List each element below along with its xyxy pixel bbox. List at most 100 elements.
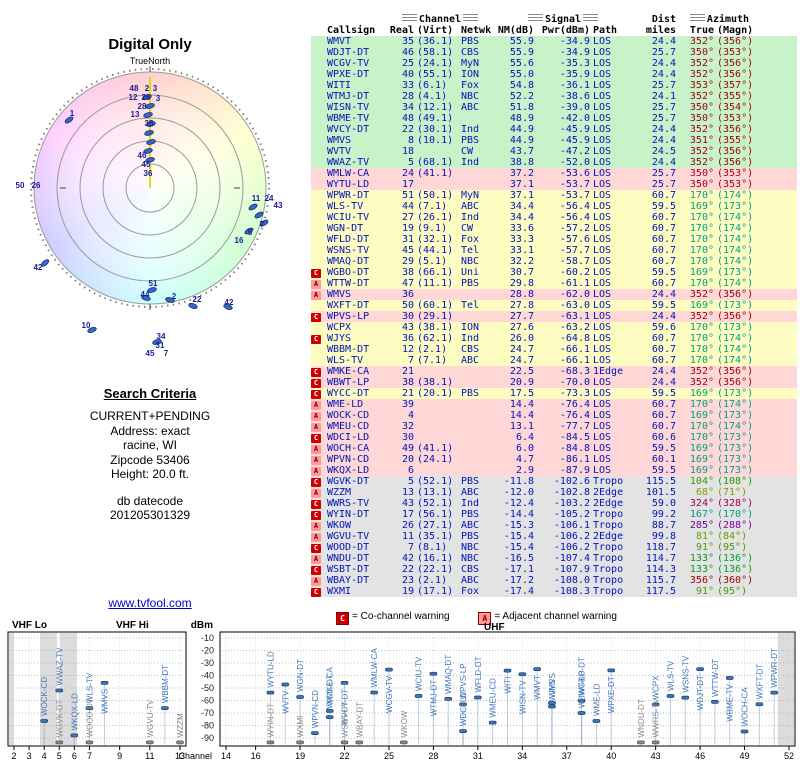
signal-level-marker: [311, 731, 319, 735]
azimuth-true: 170°: [689, 421, 714, 432]
noise-margin: 27.8: [509, 300, 534, 311]
tvfool-link[interactable]: www.tvfool.com: [108, 596, 192, 610]
callsign-link[interactable]: WXMI: [327, 586, 352, 597]
callsign-link[interactable]: WXFT-DT: [327, 300, 370, 311]
callsign-link[interactable]: WMVS: [327, 135, 352, 146]
callsign-link[interactable]: WMVT: [327, 36, 352, 47]
callsign-link[interactable]: WISN-TV: [327, 102, 370, 113]
callsign-link[interactable]: WMAQ-DT: [327, 256, 370, 267]
callsign-link[interactable]: WCPX: [327, 322, 352, 333]
dbm-tick-label: -90: [201, 733, 214, 743]
power-dbm: -63.1: [559, 311, 590, 322]
callsign-link[interactable]: WME-LD: [327, 399, 364, 410]
callsign-link[interactable]: WOCH-CA: [327, 443, 370, 454]
callsign-link[interactable]: WPXE-DT: [327, 69, 370, 80]
callsign-link[interactable]: WOOD-DT: [327, 542, 370, 553]
callsign-link[interactable]: WZZM: [327, 487, 352, 498]
callsign-link[interactable]: WTTW-DT: [327, 278, 370, 289]
real-channel: 21: [401, 366, 414, 377]
channel-number-label: 31: [156, 341, 165, 350]
table-row: A WMEU-CD 32 13.1 -77.7 LOS 60.7 170° (174°): [311, 421, 797, 432]
callsign-link[interactable]: WSNS-TV: [327, 245, 370, 256]
noise-margin: -17.1: [503, 564, 534, 575]
azimuth-magnetic: (356°): [717, 124, 754, 135]
distance-miles: 59.0: [651, 498, 676, 509]
table-row: A WNDU-DT 42 (16.1) NBC -16.5 -107.4 Tropo 114.7…: [311, 553, 797, 564]
station-callsign-label: WMVS: [548, 673, 557, 698]
station-callsign-label: WCPX: [652, 675, 661, 700]
callsign-link[interactable]: WBAY-DT: [327, 575, 370, 586]
callsign-link[interactable]: WDJT-DT: [327, 47, 370, 58]
callsign-link[interactable]: WWAZ-TV: [327, 157, 370, 168]
callsign-link[interactable]: WNDU-DT: [327, 553, 370, 564]
signal-level-marker: [340, 681, 349, 685]
noise-margin: -12.4: [503, 498, 534, 509]
callsign-link[interactable]: WLS-TV: [327, 201, 364, 212]
network: ABC: [461, 487, 480, 498]
power-dbm: -106.2: [553, 542, 590, 553]
channel-number-label: 26: [32, 181, 41, 190]
callsign-link[interactable]: WOCK-CD: [327, 410, 370, 421]
network: Uni: [461, 267, 480, 278]
path-type: LOS: [593, 124, 612, 135]
callsign-link[interactable]: WBME-TV: [327, 113, 370, 124]
callsign-link[interactable]: WKOW: [327, 520, 352, 531]
real-channel: 48: [401, 113, 414, 124]
callsign-link[interactable]: WCGV-TV: [327, 58, 370, 69]
callsign-link[interactable]: WGVK-DT: [327, 476, 370, 487]
noise-margin: 4.7: [515, 454, 534, 465]
path-type: LOS: [593, 135, 612, 146]
callsign-link[interactable]: WYCC-DT: [327, 388, 370, 399]
callsign-link[interactable]: WGN-DT: [327, 223, 364, 234]
callsign-link[interactable]: WSBT-DT: [327, 564, 370, 575]
callsign-link[interactable]: WVCY-DT: [327, 124, 370, 135]
station-signal-marker: [146, 121, 156, 127]
callsign-link[interactable]: WJYS: [327, 333, 352, 344]
callsign-link[interactable]: WGBO-DT: [327, 267, 370, 278]
callsign-link[interactable]: WCIU-TV: [327, 212, 370, 223]
channel-tick-label: 13: [175, 751, 185, 761]
callsign-link[interactable]: WBWT-LP: [327, 377, 370, 388]
azimuth-true: 133°: [689, 564, 714, 575]
true-north-label: TrueNorth: [130, 56, 170, 66]
callsign-link[interactable]: WVTV: [327, 146, 352, 157]
azimuth-true: 356°: [689, 575, 714, 586]
azimuth-true: 352°: [689, 36, 714, 47]
callsign-link[interactable]: WLS-TV: [327, 355, 364, 366]
callsign-link[interactable]: WGVU-TV: [327, 531, 370, 542]
callsign-link[interactable]: WKQX-LD: [327, 465, 370, 476]
callsign-link[interactable]: WBBM-DT: [327, 344, 370, 355]
callsign-link[interactable]: WPWR-DT: [327, 190, 370, 201]
real-channel: 7: [407, 542, 414, 553]
callsign-link[interactable]: WTMJ-DT: [327, 91, 370, 102]
network: PBS: [461, 135, 480, 146]
network: CBS: [461, 47, 480, 58]
callsign-link[interactable]: WMKE-CA: [327, 366, 370, 377]
callsign-link[interactable]: WFLD-DT: [327, 234, 370, 245]
power-dbm: -47.2: [559, 146, 590, 157]
noise-margin: 37.2: [509, 168, 534, 179]
power-dbm: -42.0: [559, 113, 590, 124]
callsign-link[interactable]: WITI: [327, 80, 352, 91]
callsign-link[interactable]: WMEU-CD: [327, 421, 370, 432]
station-signal-marker: [152, 339, 162, 345]
callsign-link[interactable]: WPVN-CD: [327, 454, 370, 465]
station-callsign-label: WLS-TV: [85, 672, 94, 703]
channel-number-label: 24: [265, 194, 274, 203]
callsign-link[interactable]: WYIN-DT: [327, 509, 370, 520]
callsign-link[interactable]: WYTU-LD: [327, 179, 370, 190]
adjacent-channel-warning-badge: A: [311, 456, 321, 465]
callsign-link[interactable]: WPVS-LP: [327, 311, 370, 322]
callsign-link[interactable]: WMVS: [327, 289, 352, 300]
callsign-link[interactable]: WWRS-TV: [327, 498, 370, 509]
callsign-link[interactable]: WDCI-LD: [327, 432, 370, 443]
callsign-link[interactable]: WMLW-CA: [327, 168, 370, 179]
distance-miles: 115.7: [645, 575, 676, 586]
co-channel-warning-badge: C: [311, 313, 321, 322]
table-column-header: Callsign Real (Virt) Netwk NM(dB) Pwr(dBm) Pat…: [311, 25, 797, 36]
station-callsign-label: WGN-DT: [296, 659, 305, 692]
channel-number-label: 45: [146, 349, 155, 358]
co-channel-warning-badge: C: [311, 478, 321, 487]
power-dbm: -35.9: [559, 69, 590, 80]
virtual-channel: (11.1): [417, 278, 454, 289]
